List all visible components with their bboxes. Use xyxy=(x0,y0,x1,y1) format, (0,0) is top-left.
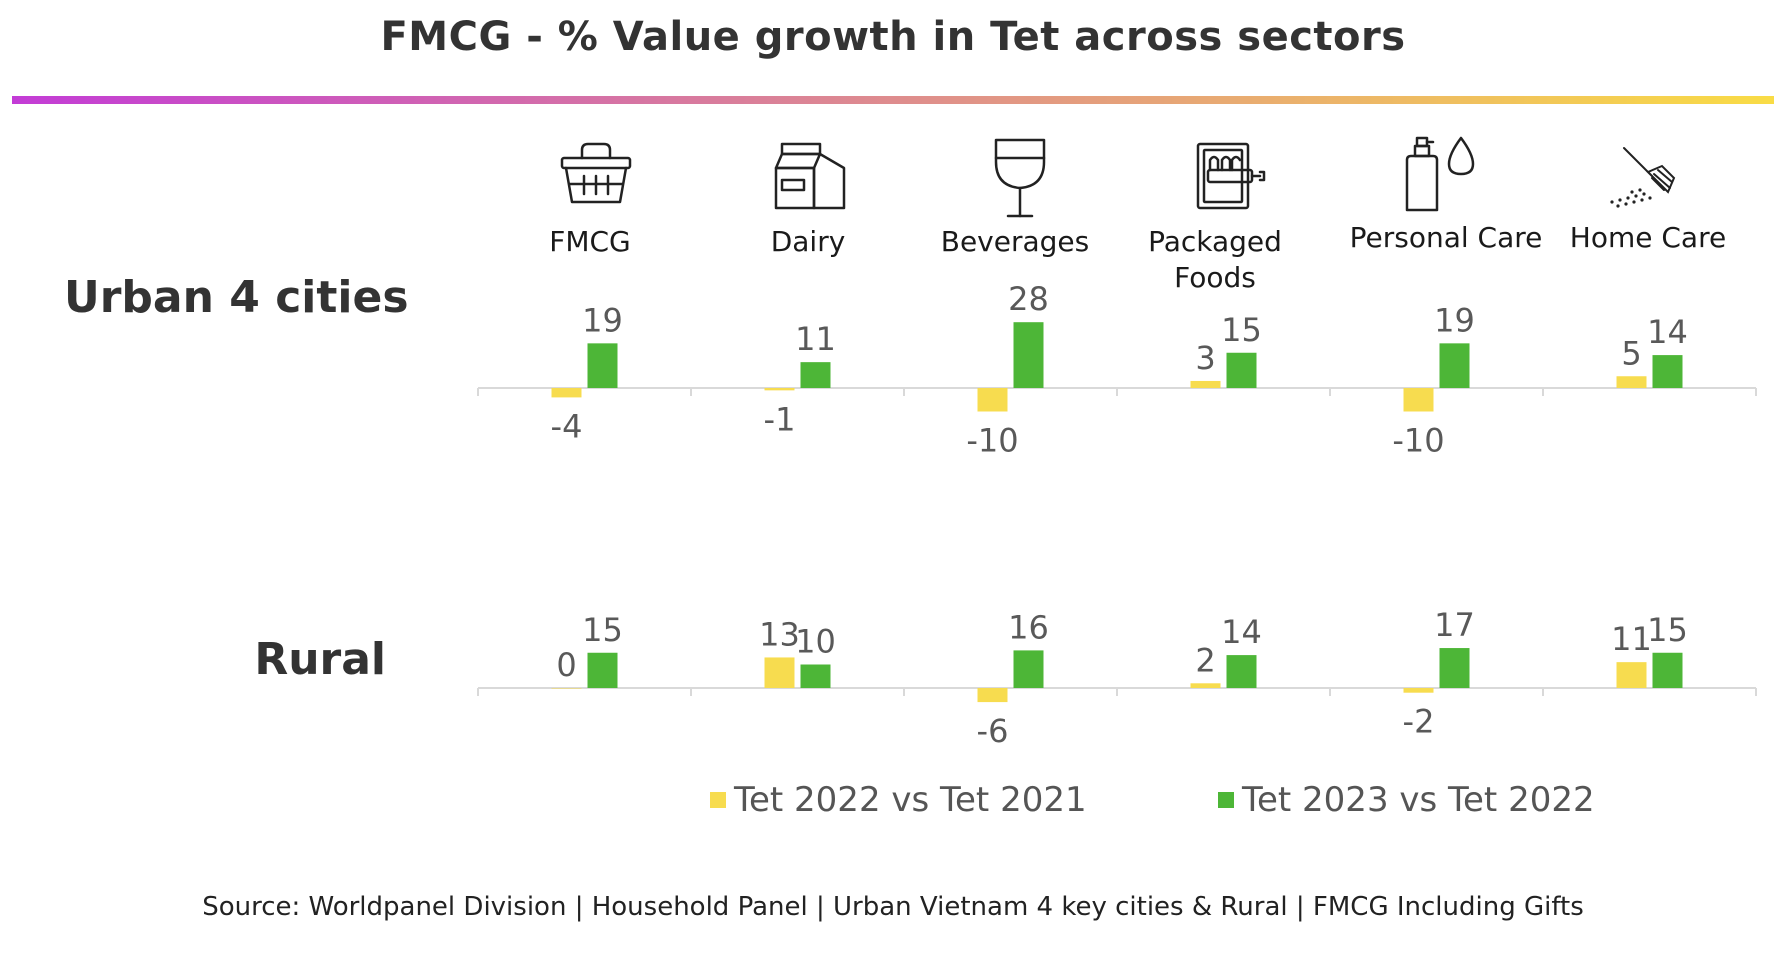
bar-rural-personal-care-s1 xyxy=(1403,688,1434,693)
bar-rural-beverages-s1 xyxy=(977,688,1008,703)
data-label-urban-4-cities-fmcg-s1: -4 xyxy=(551,407,583,445)
bar-rural-packaged-foods-s2 xyxy=(1226,655,1257,688)
bar-urban-4-cities-beverages-s1 xyxy=(977,388,1008,412)
bar-urban-4-cities-dairy-s1 xyxy=(764,388,795,391)
data-label-urban-4-cities-personal-care-s1: -10 xyxy=(1392,422,1444,460)
data-label-urban-4-cities-beverages-s1: -10 xyxy=(966,422,1018,460)
packaged-food-icon xyxy=(1132,140,1332,212)
data-label-rural-dairy-s2: 10 xyxy=(795,623,836,661)
bar-rural-packaged-foods-s1 xyxy=(1190,683,1221,688)
bar-urban-4-cities-beverages-s2 xyxy=(1013,322,1044,388)
sector-name-home-care: Home Care xyxy=(1569,221,1727,254)
data-label-urban-4-cities-fmcg-s2: 19 xyxy=(582,301,623,339)
bar-urban-4-cities-fmcg-s1 xyxy=(551,388,582,398)
legend-item-2022: Tet 2022 vs Tet 2021 xyxy=(710,780,1087,820)
data-label-urban-4-cities-beverages-s2: 28 xyxy=(1008,280,1049,318)
bar-urban-4-cities-dairy-s2 xyxy=(800,362,831,388)
bar-urban-4-cities-home-care-s1 xyxy=(1616,376,1647,388)
bar-urban-4-cities-personal-care-s2 xyxy=(1439,343,1470,388)
sector-name-beverages: Beverages xyxy=(940,225,1090,258)
data-label-rural-home-care-s2: 15 xyxy=(1647,611,1688,649)
bar-rural-dairy-s1 xyxy=(764,657,795,688)
bar-urban-4-cities-home-care-s2 xyxy=(1652,355,1683,388)
bar-urban-4-cities-fmcg-s2 xyxy=(587,343,618,388)
bar-urban-4-cities-packaged-foods-s2 xyxy=(1226,352,1257,388)
data-label-rural-packaged-foods-s1: 2 xyxy=(1195,641,1215,679)
soap-bottle-icon xyxy=(1340,134,1540,214)
data-label-urban-4-cities-packaged-foods-s2: 15 xyxy=(1221,311,1262,349)
legend-label-2022: Tet 2022 vs Tet 2021 xyxy=(734,780,1087,820)
bar-rural-home-care-s1 xyxy=(1616,662,1647,688)
legend-label-2023: Tet 2023 vs Tet 2022 xyxy=(1242,780,1595,820)
bar-rural-dairy-s2 xyxy=(800,664,831,688)
data-label-rural-home-care-s1: 11 xyxy=(1611,620,1652,658)
data-label-urban-4-cities-personal-care-s2: 19 xyxy=(1434,301,1475,339)
data-label-rural-personal-care-s1: -2 xyxy=(1403,703,1435,741)
bar-rural-personal-care-s2 xyxy=(1439,648,1470,688)
data-label-urban-4-cities-home-care-s1: 5 xyxy=(1621,334,1641,372)
panel-label-urban: Urban 4 cities xyxy=(64,272,409,323)
data-label-rural-fmcg-s1: 0 xyxy=(556,646,576,684)
bar-rural-fmcg-s1 xyxy=(551,688,582,689)
data-label-rural-fmcg-s2: 15 xyxy=(582,611,623,649)
wine-glass-icon xyxy=(920,136,1120,220)
sector-name-packaged-foods: Packaged Foods xyxy=(1148,225,1282,294)
bar-rural-home-care-s2 xyxy=(1652,652,1683,688)
legend-item-2023: Tet 2023 vs Tet 2022 xyxy=(1218,780,1595,820)
legend: Tet 2022 vs Tet 2021 Tet 2023 vs Tet 202… xyxy=(0,780,1786,830)
bar-rural-fmcg-s2 xyxy=(587,652,618,688)
legend-swatch-2022 xyxy=(710,792,726,808)
bar-urban-4-cities-packaged-foods-s1 xyxy=(1190,380,1221,388)
data-label-rural-beverages-s1: -6 xyxy=(977,712,1009,750)
sector-name-fmcg: FMCG xyxy=(549,225,631,258)
milk-carton-icon xyxy=(710,140,910,212)
data-label-rural-personal-care-s2: 17 xyxy=(1434,606,1475,644)
gradient-divider xyxy=(12,96,1774,104)
data-label-urban-4-cities-home-care-s2: 14 xyxy=(1647,313,1688,351)
source-note: Source: Worldpanel Division | Household … xyxy=(202,892,1584,922)
data-label-rural-beverages-s2: 16 xyxy=(1008,608,1049,646)
data-label-urban-4-cities-packaged-foods-s1: 3 xyxy=(1195,339,1215,377)
sector-name-personal-care: Personal Care xyxy=(1349,221,1543,254)
data-label-urban-4-cities-dairy-s2: 11 xyxy=(795,320,836,358)
legend-swatch-2023 xyxy=(1218,792,1234,808)
bar-rural-beverages-s2 xyxy=(1013,650,1044,688)
sector-name-dairy: Dairy xyxy=(770,225,846,258)
data-label-rural-packaged-foods-s2: 14 xyxy=(1221,613,1262,651)
chart-title: FMCG - % Value growth in Tet across sect… xyxy=(380,14,1406,60)
basket-icon xyxy=(496,140,696,208)
panel-label-rural: Rural xyxy=(254,634,386,685)
bar-urban-4-cities-personal-care-s1 xyxy=(1403,388,1434,412)
spray-brush-icon xyxy=(1542,144,1742,210)
data-label-urban-4-cities-dairy-s1: -1 xyxy=(764,400,796,438)
data-label-rural-dairy-s1: 13 xyxy=(759,615,800,653)
